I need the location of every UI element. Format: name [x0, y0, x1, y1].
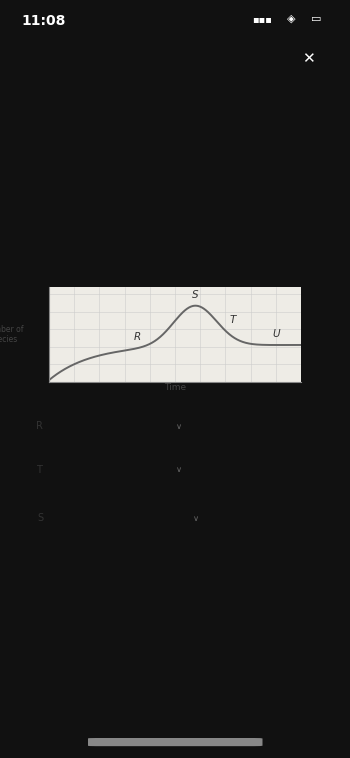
Text: ▭: ▭: [312, 14, 322, 23]
Text: EFFECT: EFFECT: [103, 440, 144, 450]
Text: ∨: ∨: [176, 422, 182, 431]
Text: ▪▪▪: ▪▪▪: [252, 14, 272, 23]
Text: Number of
Species: Number of Species: [0, 325, 24, 344]
X-axis label: Time: Time: [164, 384, 186, 393]
FancyBboxPatch shape: [88, 738, 262, 746]
Text: S: S: [37, 513, 43, 523]
Text: Which sere shows the: Which sere shows the: [28, 440, 138, 450]
Text: R: R: [36, 421, 43, 431]
Text: R: R: [134, 332, 141, 342]
Text: S: S: [192, 290, 198, 299]
Text: T: T: [230, 315, 236, 324]
Text: of strong competition?: of strong competition?: [128, 440, 241, 450]
Text: ∨: ∨: [176, 465, 182, 475]
Text: ✕: ✕: [302, 52, 314, 66]
Text: ◈: ◈: [287, 14, 295, 23]
Text: Which sere is the climax stage?: Which sere is the climax stage?: [28, 486, 183, 496]
Text: U: U: [272, 329, 280, 339]
Text: Which sere is dominated by r-selected species?: Which sere is dominated by r-selected sp…: [28, 395, 260, 405]
Text: 11:08: 11:08: [21, 14, 65, 28]
Text: The graph below shows the species richness of a community
undergoing secondary s: The graph below shows the species richne…: [30, 163, 317, 221]
Text: ∨: ∨: [193, 514, 199, 523]
Text: T: T: [36, 465, 42, 475]
